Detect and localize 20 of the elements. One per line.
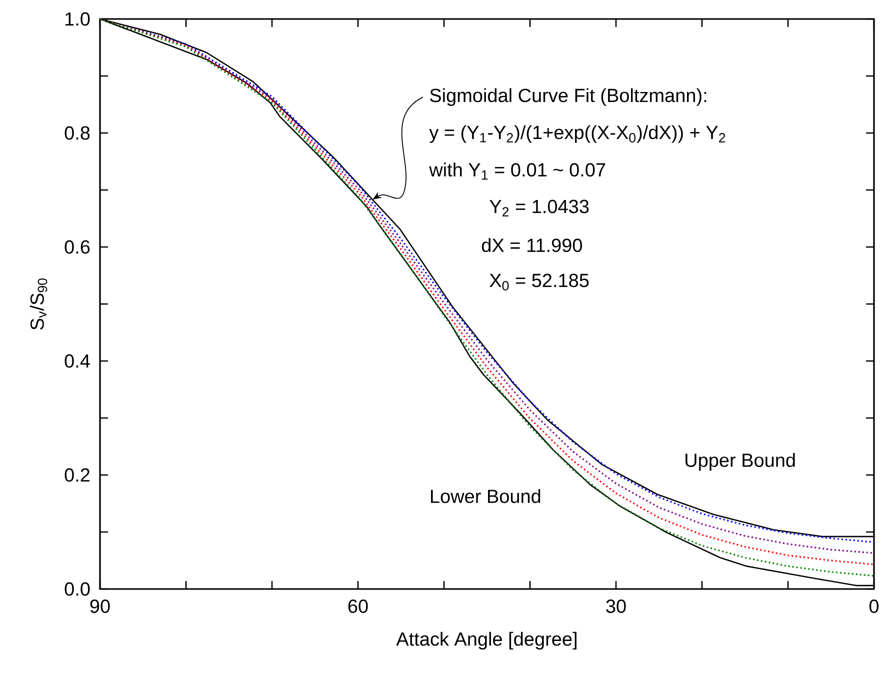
y-axis-title: S$_{v}$/S$_{90}$ <box>30 278 48 330</box>
y-tick-label: 0.8 <box>64 126 90 140</box>
x-axis-title: Attack Angle [degree] <box>396 632 576 650</box>
annotation: Y$_{2}$ = 1.0433 <box>490 200 589 216</box>
x-tick-label: 60 <box>348 600 368 613</box>
y-tick-label: 1.0 <box>65 12 90 26</box>
x-tick-label: 0 <box>869 600 879 613</box>
y-tick-label: 0.6 <box>64 240 90 254</box>
x-tick-label: 30 <box>606 600 626 613</box>
y-tick-label: 0.4 <box>64 354 90 368</box>
x-tick-label: 90 <box>90 600 110 613</box>
y-tick-label: 0.0 <box>64 582 90 596</box>
annotation: y = (Y$_{1}$-Y$_{2}$)/(1+exp((X-X$_{0}$)/dX)) + Y$_{2}$ <box>429 125 726 143</box>
annotation: Upper Bound <box>686 453 795 471</box>
annotation: Sigmoidal Curve Fit (Boltzmann): <box>430 88 706 106</box>
annotation: dX = 11.990 <box>482 238 582 252</box>
annotation: Lower Bound <box>431 489 540 504</box>
annotation: with Y$_{1}$ = 0.01 ~ 0.07 <box>429 162 606 180</box>
y-tick-label: 0.2 <box>64 468 90 482</box>
annotation: X$_{0}$ = 52.185 <box>490 274 589 290</box>
